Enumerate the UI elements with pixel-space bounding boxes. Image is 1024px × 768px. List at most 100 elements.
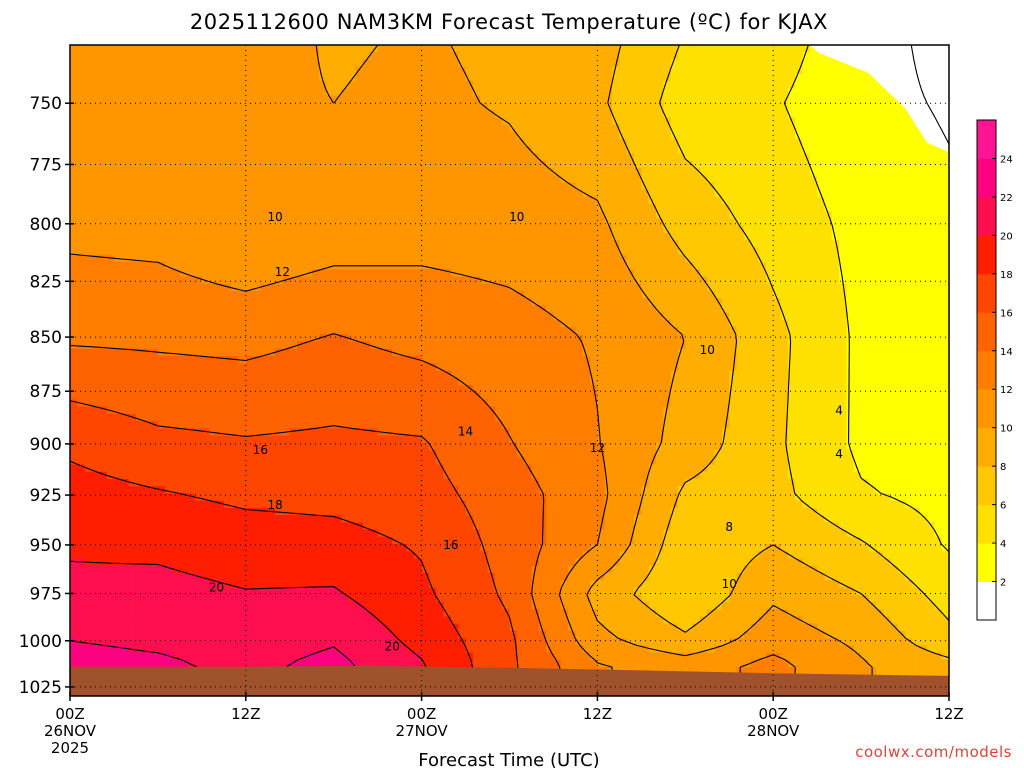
temp-cell	[685, 66, 694, 75]
temp-cell	[399, 312, 408, 321]
temp-cell	[406, 175, 415, 184]
temp-cell	[663, 59, 672, 68]
temp-cell	[113, 95, 122, 104]
temp-cell	[765, 160, 774, 169]
temp-cell	[560, 175, 569, 184]
temp-cell	[677, 240, 686, 249]
temp-cell	[568, 189, 577, 198]
temp-cell	[223, 81, 232, 89]
temp-cell	[201, 334, 210, 343]
temp-cell	[941, 211, 949, 220]
temp-cell	[905, 189, 913, 198]
temp-cell	[619, 225, 628, 234]
temp-cell	[560, 290, 569, 299]
temp-cell	[472, 146, 481, 155]
temp-cell	[707, 233, 716, 241]
temp-cell	[582, 283, 591, 292]
temp-cell	[172, 146, 181, 155]
temp-cell	[201, 175, 210, 184]
temp-cell	[912, 225, 921, 234]
temp-cell	[721, 196, 730, 205]
temp-cell	[201, 182, 210, 191]
temp-cell	[428, 247, 437, 256]
temp-cell	[304, 290, 313, 299]
temp-cell	[289, 102, 298, 111]
temp-cell	[436, 175, 445, 184]
temp-cell	[590, 117, 598, 126]
temp-cell	[685, 52, 694, 61]
temp-cell	[553, 81, 562, 89]
temp-cell	[780, 189, 789, 198]
temp-cell	[927, 334, 935, 343]
temp-cell	[707, 167, 716, 176]
temp-cell	[406, 327, 415, 335]
temp-cell	[150, 189, 159, 198]
temp-cell	[392, 66, 401, 75]
temp-cell	[524, 182, 533, 191]
temp-cell	[282, 233, 291, 241]
temp-cell	[934, 254, 943, 263]
temp-cell	[165, 45, 174, 53]
temp-cell	[897, 305, 906, 314]
temp-cell	[363, 66, 371, 75]
temp-cell	[84, 290, 93, 299]
temp-cell	[524, 312, 533, 321]
temp-cell	[494, 182, 503, 191]
temp-cell	[121, 341, 130, 350]
temp-cell	[509, 73, 518, 82]
temp-cell	[604, 327, 613, 335]
temp-cell	[685, 305, 694, 314]
temp-cell	[150, 211, 159, 220]
temp-cell	[348, 247, 357, 256]
temp-cell	[721, 175, 730, 184]
temp-cell	[472, 167, 481, 176]
temp-cell	[699, 204, 708, 212]
temp-cell	[179, 225, 188, 234]
temp-cell	[817, 81, 826, 89]
temp-cell	[355, 59, 364, 68]
temp-cell	[201, 298, 210, 306]
temp-cell	[758, 73, 767, 82]
temp-cell	[377, 196, 386, 205]
temp-cell	[677, 334, 686, 343]
temp-cell	[897, 167, 906, 176]
temp-cell	[363, 45, 371, 53]
temp-cell	[165, 81, 174, 89]
temp-cell	[99, 254, 108, 263]
temp-cell	[304, 298, 313, 306]
temp-cell	[751, 290, 760, 299]
temp-cell	[773, 66, 782, 75]
temp-cell	[524, 218, 533, 227]
temp-cell	[384, 290, 393, 299]
temp-cell	[736, 59, 745, 68]
temp-cell	[765, 298, 774, 306]
temp-cell	[319, 59, 327, 68]
temp-cell	[70, 124, 78, 133]
temp-cell	[370, 327, 379, 335]
temp-cell	[839, 327, 848, 335]
temp-cell	[253, 290, 262, 299]
temp-cell	[91, 124, 100, 133]
temp-cell	[780, 102, 789, 111]
temp-cell	[70, 262, 78, 270]
temp-cell	[487, 45, 496, 53]
temp-cell	[275, 218, 284, 227]
temp-cell	[172, 59, 181, 68]
temp-cell	[231, 146, 240, 155]
temp-cell	[927, 319, 935, 328]
temp-cell	[809, 305, 818, 314]
temp-cell	[875, 196, 884, 205]
temp-cell	[546, 283, 555, 292]
temp-cell	[699, 247, 708, 256]
temp-cell	[839, 160, 848, 169]
temp-cell	[99, 160, 108, 169]
temp-cell	[927, 167, 935, 176]
temp-cell	[553, 262, 562, 270]
temp-cell	[458, 211, 467, 220]
temp-cell	[641, 276, 650, 285]
temp-cell	[128, 153, 137, 162]
temp-cell	[99, 110, 108, 118]
temp-cell	[582, 189, 591, 198]
temp-cell	[289, 167, 298, 176]
temp-cell	[604, 167, 613, 176]
